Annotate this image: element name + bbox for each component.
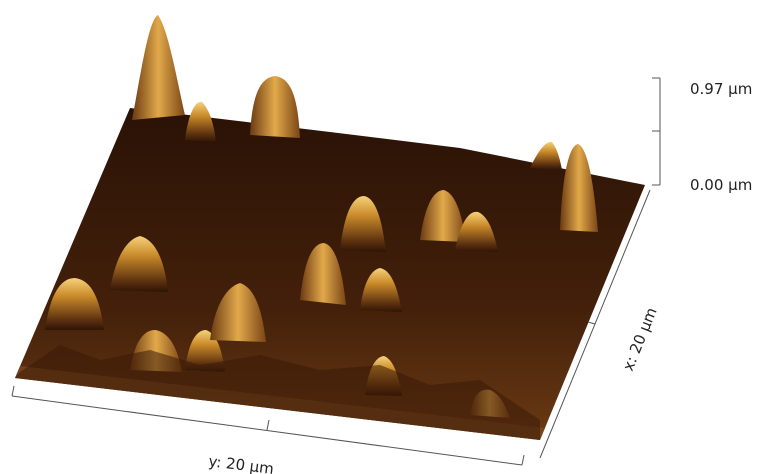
afm-view: 0.97 µm 0.00 µm y: 20 µm x: 20 µm xyxy=(0,0,782,474)
tick xyxy=(267,420,269,430)
page: 0.97 µm 0.00 µm y: 20 µm x: 20 µm (() =>… xyxy=(0,0,782,474)
scale-top-label: 0.97 µm xyxy=(690,80,752,98)
scale-bottom-label: 0.00 µm xyxy=(690,176,752,194)
tick xyxy=(588,322,595,324)
y-axis-label: y: 20 µm xyxy=(208,452,275,474)
tick xyxy=(12,386,14,396)
tick xyxy=(522,455,524,465)
surface xyxy=(15,15,645,440)
x-axis-label: x: 20 µm xyxy=(619,305,661,374)
